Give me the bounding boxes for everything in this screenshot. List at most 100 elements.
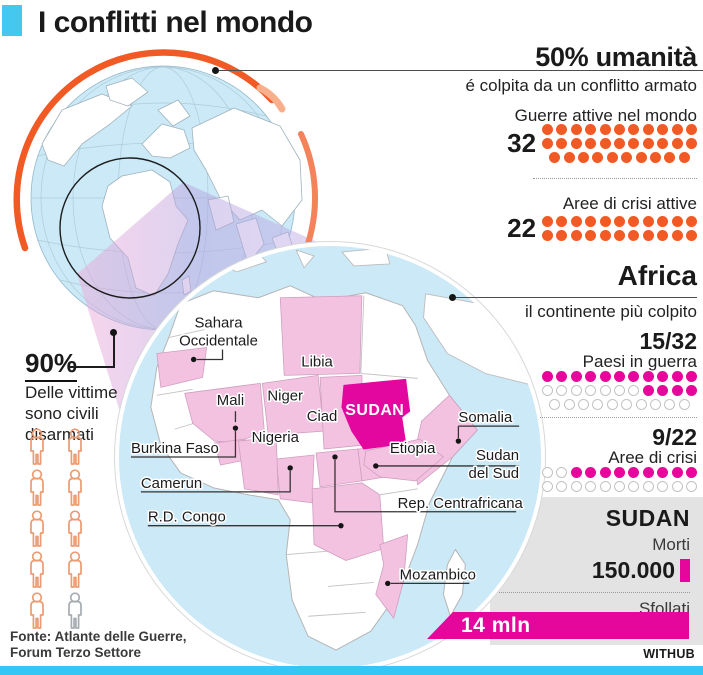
humanity-subline: é colpita da un conflitto armato xyxy=(465,76,697,95)
dot-empty xyxy=(664,399,676,410)
source-note: Fonte: Atlante delle Guerre, Forum Terzo… xyxy=(10,629,187,660)
victims-pictogram xyxy=(24,428,100,630)
dot-empty xyxy=(563,399,575,410)
africa-headline: Africa xyxy=(617,260,697,291)
dot-empty xyxy=(592,399,604,410)
africa-connector-line xyxy=(452,297,697,298)
dot-filled xyxy=(657,124,669,135)
paesi-dot-grid xyxy=(542,371,697,410)
dot-empty xyxy=(606,399,618,410)
crisis-label: Aree di crisi attive xyxy=(562,194,697,213)
dot-filled xyxy=(614,467,626,478)
dot-empty xyxy=(556,385,568,396)
dot-filled xyxy=(542,124,554,135)
dot-row xyxy=(542,481,697,492)
person-icon xyxy=(30,510,44,547)
person-icon xyxy=(30,592,44,629)
dot-filled xyxy=(599,371,611,382)
dot-empty xyxy=(585,481,597,492)
dot-empty xyxy=(621,399,633,410)
dot-filled xyxy=(686,371,697,382)
dot-filled xyxy=(664,152,676,163)
person-icon xyxy=(68,469,82,506)
dot-filled xyxy=(585,371,597,382)
source-line-2: Forum Terzo Settore xyxy=(10,644,142,660)
dot-filled xyxy=(621,152,633,163)
dot-filled xyxy=(614,230,626,241)
dot-empty xyxy=(614,385,626,396)
victims-leader-h xyxy=(68,366,115,368)
dot-empty xyxy=(542,467,554,478)
person-icon xyxy=(30,551,44,588)
dot-filled xyxy=(642,124,654,135)
label-sahara-1: Sahara xyxy=(194,315,243,332)
dot-empty xyxy=(671,481,683,492)
dot-filled xyxy=(542,216,554,227)
dot-filled xyxy=(642,230,654,241)
dot-row xyxy=(542,371,697,382)
dot-filled xyxy=(686,138,697,149)
person-icon xyxy=(30,469,44,506)
humanity-headline: 50% umanità xyxy=(535,42,697,72)
sudan-title: SUDAN xyxy=(605,505,690,531)
dot-filled xyxy=(642,138,654,149)
dot-filled xyxy=(563,152,575,163)
dot-filled xyxy=(556,124,568,135)
person-icon xyxy=(68,551,82,588)
dot-filled xyxy=(542,230,554,241)
dot-filled xyxy=(585,467,597,478)
victims-leader-v xyxy=(113,332,115,368)
dot-empty xyxy=(578,399,590,410)
dot-filled xyxy=(657,385,669,396)
dot-filled xyxy=(570,216,582,227)
dot-empty xyxy=(628,385,640,396)
separator-1 xyxy=(533,178,697,179)
wars-label: Guerre attive nel mondo xyxy=(514,106,697,125)
dot-filled xyxy=(628,124,640,135)
dot-filled xyxy=(578,152,590,163)
dot-filled xyxy=(542,371,554,382)
dot-filled xyxy=(585,124,597,135)
label-mozambico: Mozambico xyxy=(400,566,476,583)
dot-filled xyxy=(686,216,697,227)
dot-filled xyxy=(592,152,604,163)
dot-filled xyxy=(671,124,683,135)
dot-filled xyxy=(628,467,640,478)
africa-subline: il continente più colpito xyxy=(524,302,697,321)
dot-filled xyxy=(686,467,697,478)
dot-empty xyxy=(542,481,554,492)
dot-filled xyxy=(556,230,568,241)
dot-empty xyxy=(599,481,611,492)
displaced-bar: 14 mln xyxy=(427,612,689,639)
label-mali: Mali xyxy=(217,392,244,409)
dot-filled xyxy=(628,230,640,241)
orange-arc-stub xyxy=(256,84,286,113)
dot-empty xyxy=(650,399,662,410)
africa-crisis-dots xyxy=(542,467,697,492)
dot-filled xyxy=(606,152,618,163)
dot-filled xyxy=(542,138,554,149)
dot-filled xyxy=(556,216,568,227)
dot-row xyxy=(549,152,690,163)
dot-row xyxy=(542,385,697,396)
africa-war-dots xyxy=(542,371,697,410)
dot-filled xyxy=(657,467,669,478)
africa-war-label: Paesi in guerra xyxy=(582,352,697,371)
dot-filled xyxy=(657,371,669,382)
dot-row xyxy=(549,399,690,410)
dot-filled xyxy=(628,216,640,227)
victims-line-2: sono civili xyxy=(25,404,99,423)
dot-filled xyxy=(570,467,582,478)
victims-line-1: Delle vittime xyxy=(25,383,118,402)
dot-empty xyxy=(686,481,697,492)
dot-filled xyxy=(671,371,683,382)
dot-filled xyxy=(585,216,597,227)
label-sudan-del-sud-1: Sudan xyxy=(476,447,519,464)
dot-filled xyxy=(671,385,683,396)
dot-filled xyxy=(628,371,640,382)
dot-empty xyxy=(635,399,647,410)
dot-filled xyxy=(678,152,690,163)
dot-empty xyxy=(585,385,597,396)
dot-empty xyxy=(570,385,582,396)
